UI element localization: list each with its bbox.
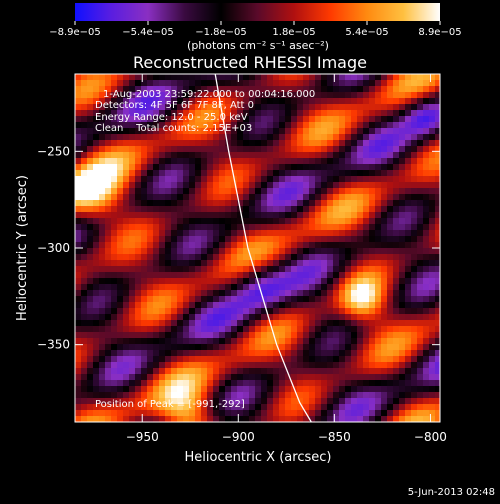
- chart-title: Reconstructed RHESSI Image: [133, 53, 367, 72]
- heatmap-image: [75, 74, 440, 422]
- y-tick-label: −250: [37, 144, 70, 158]
- x-tick-label: −950: [126, 430, 159, 444]
- colorbar-tick-label: 1.8e−05: [272, 27, 315, 38]
- colorbar-tick-label: −8.9e−05: [49, 27, 101, 38]
- footer-date: 5-Jun-2013 02:48: [408, 487, 495, 498]
- x-axis-label: Heliocentric X (arcsec): [185, 450, 332, 465]
- x-tick-label: −900: [222, 430, 255, 444]
- colorbar-tick-labels: −8.9e−05 −5.4e−05 −1.8e−05 1.8e−05 5.4e−05 8.…: [49, 27, 461, 38]
- x-tick-labels: −950 −900 −850 −800: [126, 430, 447, 444]
- y-tick-label: −350: [37, 338, 70, 352]
- solar-limb-line: [214, 74, 312, 422]
- plot-area: −950 −900 −850 −800 −250 −300 −350: [37, 73, 447, 444]
- colorbar-tick-label: −1.8e−05: [195, 27, 247, 38]
- colorbar-tick-label: 8.9e−05: [418, 27, 461, 38]
- annotation-time: 1-Aug-2003 23:59:22.000 to 00:04:16.000: [103, 89, 315, 100]
- y-tick-labels: −250 −300 −350: [37, 144, 70, 351]
- colorbar: −8.9e−05 −5.4e−05 −1.8e−05 1.8e−05 5.4e−05 8.…: [49, 3, 462, 52]
- colorbar-ticks: [74, 21, 441, 25]
- x-tick-label: −800: [414, 430, 447, 444]
- colorbar-bar: [75, 3, 440, 21]
- colorbar-label: (photons cm⁻² s⁻¹ asec⁻²): [187, 39, 329, 52]
- colorbar-tick-label: 5.4e−05: [345, 27, 388, 38]
- annotation-energy: Energy Range: 12.0 - 25.0 keV: [95, 112, 248, 123]
- y-tick-label: −300: [37, 241, 70, 255]
- annotation-clean: Clean Total counts: 2.15E+03: [95, 123, 252, 134]
- x-tick-label: −850: [318, 430, 351, 444]
- colorbar-tick-label: −5.4e−05: [122, 27, 174, 38]
- y-axis-label: Heliocentric Y (arcsec): [15, 175, 30, 321]
- axis-ticks: [75, 74, 440, 422]
- peak-position-label: Position of Peak = [-991,-292]: [95, 399, 245, 410]
- annotation-detectors: Detectors: 4F 5F 6F 7F 8F, Att 0: [95, 100, 254, 111]
